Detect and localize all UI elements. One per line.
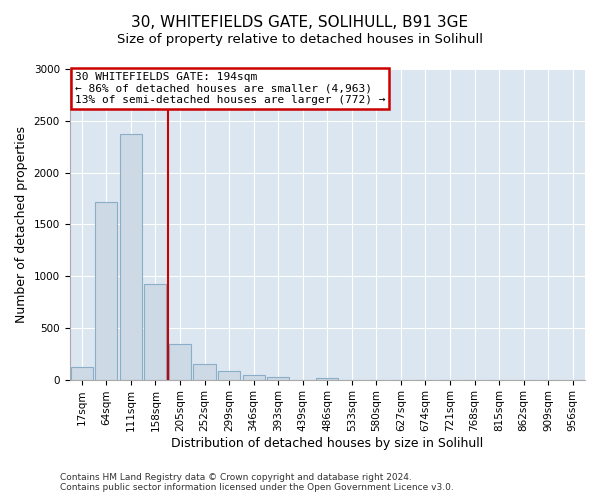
Bar: [95, 202, 118, 380]
Bar: [267, 377, 289, 380]
Bar: [145, 284, 166, 380]
Bar: [218, 372, 240, 380]
Bar: [120, 134, 142, 380]
Text: 30 WHITEFIELDS GATE: 194sqm
← 86% of detached houses are smaller (4,963)
13% of : 30 WHITEFIELDS GATE: 194sqm ← 86% of det…: [74, 72, 385, 106]
Text: 30, WHITEFIELDS GATE, SOLIHULL, B91 3GE: 30, WHITEFIELDS GATE, SOLIHULL, B91 3GE: [131, 15, 469, 30]
Y-axis label: Number of detached properties: Number of detached properties: [15, 126, 28, 323]
Bar: [169, 344, 191, 380]
Bar: [316, 378, 338, 380]
Bar: [193, 364, 215, 380]
Bar: [71, 367, 93, 380]
X-axis label: Distribution of detached houses by size in Solihull: Distribution of detached houses by size …: [171, 437, 484, 450]
Bar: [242, 375, 265, 380]
Text: Contains HM Land Registry data © Crown copyright and database right 2024.
Contai: Contains HM Land Registry data © Crown c…: [60, 473, 454, 492]
Text: Size of property relative to detached houses in Solihull: Size of property relative to detached ho…: [117, 32, 483, 46]
